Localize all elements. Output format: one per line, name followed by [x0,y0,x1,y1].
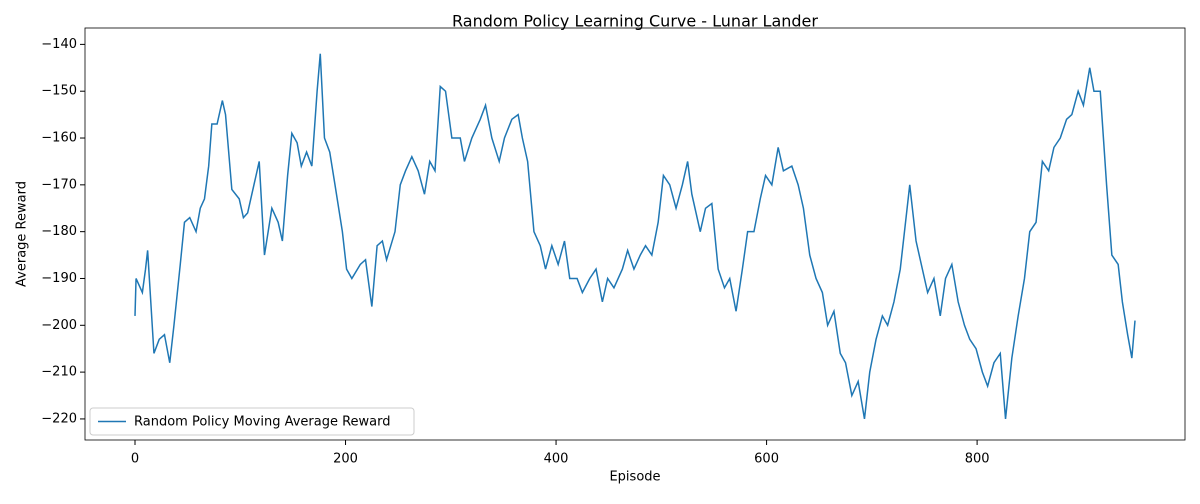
y-axis-label: Average Reward [15,181,30,287]
y-tick-label: −170 [41,177,77,192]
y-tick-label: −200 [41,318,77,333]
x-tick-label: 600 [754,452,779,467]
y-tick-label: −210 [41,365,77,380]
x-axis-label: Episode [609,470,660,485]
y-tick-label: −220 [41,411,77,426]
series-line [134,53,1136,420]
x-tick-label: 200 [333,452,358,467]
y-tick-label: −160 [41,131,77,146]
y-tick-label: −150 [41,84,77,99]
x-tick-label: 400 [544,452,569,467]
legend-box [89,407,415,436]
y-tick-label: −140 [41,37,77,52]
plot-frame [84,27,1186,441]
x-tick-label: 800 [965,452,990,467]
y-tick-label: −190 [41,271,77,286]
y-tick-label: −180 [41,224,77,239]
chart-title: Random Policy Learning Curve - Lunar Lan… [452,12,818,31]
legend-label: Random Policy Moving Average Reward [134,415,391,430]
x-tick-label: 0 [131,452,139,467]
